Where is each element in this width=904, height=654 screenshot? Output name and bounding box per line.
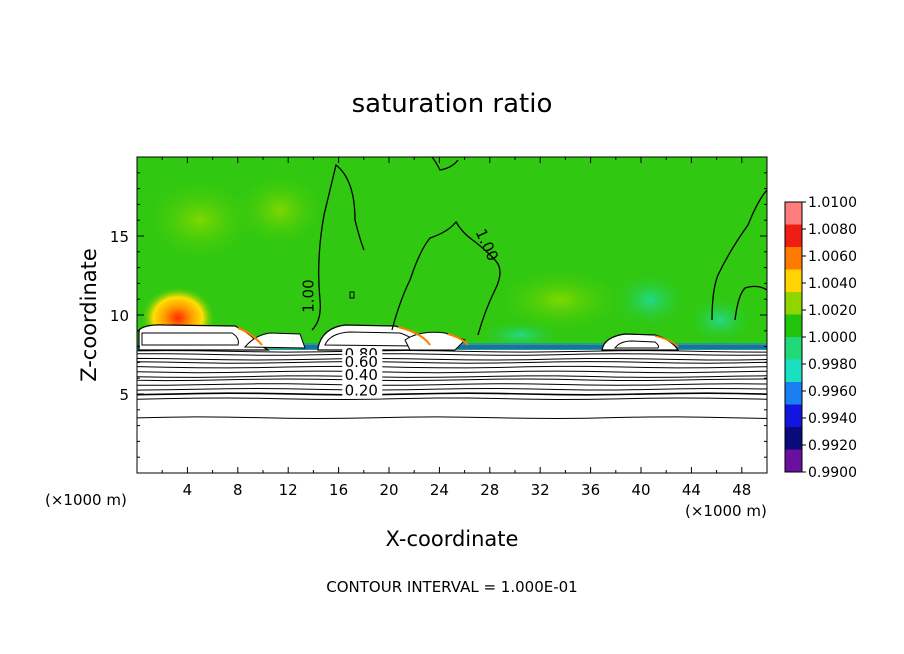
y-tick-label: 10 <box>110 307 129 325</box>
colorbar: 1.0100 1.0080 1.0060 1.0040 1.0020 1.0000 0.99… <box>784 195 857 481</box>
y-axis-title: Z-coordinate <box>77 248 101 382</box>
contour-label-bg <box>342 383 383 399</box>
colorbar-swatch <box>785 269 802 293</box>
x-tick-label: 44 <box>682 481 701 499</box>
colorbar-tick-label: 1.0020 <box>808 303 857 319</box>
colorbar-tick-label: 1.0060 <box>808 249 857 265</box>
cloud-blob <box>141 332 239 346</box>
y-tick-label: 5 <box>119 386 129 404</box>
stratified-contour-line <box>137 375 767 378</box>
colorbar-swatch <box>785 359 802 383</box>
supersaturated-patch <box>490 265 630 335</box>
colorbar-tick-label: 0.9980 <box>808 357 857 373</box>
colorbar-swatch <box>785 314 802 338</box>
colorbar-swatch <box>785 382 802 405</box>
contour-line <box>734 285 767 321</box>
contour-line <box>391 220 501 336</box>
colorbar-swatch <box>785 337 802 360</box>
x-axis: 4 8 12 16 20 24 28 32 36 40 44 48 <box>161 157 751 499</box>
colorbar-swatch <box>785 427 802 450</box>
stratified-contour-line <box>137 357 767 361</box>
stratified-contour-line <box>137 387 767 391</box>
colorbar-swatch <box>785 247 802 270</box>
subsaturated-patch <box>685 295 755 345</box>
x-tick-label: 40 <box>631 481 650 499</box>
supersaturated-patch <box>140 175 260 265</box>
cloud-blob <box>601 333 680 351</box>
x-unit-label: (×1000 m) <box>685 502 767 520</box>
colorbar-tick-label: 1.0000 <box>808 330 857 346</box>
stratified-contour-line <box>137 365 767 369</box>
contour-line <box>349 291 355 299</box>
contour-line <box>431 157 459 171</box>
supersaturated-patch <box>230 170 330 250</box>
x-tick-label: 16 <box>329 481 348 499</box>
subsaturated-patch <box>610 270 690 330</box>
chart-title: saturation ratio <box>352 89 553 119</box>
contour-label-bg <box>342 355 383 371</box>
stratified-contour-line <box>137 353 767 356</box>
colorbar-tick-label: 0.9900 <box>808 465 857 481</box>
colorbar-swatch <box>785 224 802 248</box>
colorbar-tick-label: 1.0100 <box>808 195 857 211</box>
contour-line <box>311 163 365 331</box>
contour-label: 0.20 <box>345 382 378 400</box>
cloud-edge <box>654 335 679 348</box>
cloud-blob <box>243 332 306 349</box>
y-tick-label: 15 <box>110 228 129 246</box>
cloud-edge <box>447 333 469 346</box>
x-tick-label: 48 <box>732 481 751 499</box>
cloud-edge <box>237 327 263 346</box>
contour-label: 0.40 <box>345 366 378 384</box>
subsaturated-patch <box>475 320 565 350</box>
stratified-contour-line <box>137 378 767 382</box>
x-tick-label: 12 <box>279 481 298 499</box>
stratified-contour-line <box>137 397 767 401</box>
contour-interval-note: CONTOUR INTERVAL = 1.000E-01 <box>326 578 577 596</box>
stratified-contours <box>137 349 767 420</box>
cloud-blob <box>614 340 660 349</box>
colorbar-swatch <box>785 292 802 315</box>
contour-label: 1.00 <box>299 279 317 312</box>
contour-label: 0.60 <box>345 353 378 371</box>
x-tick-label: 4 <box>183 481 193 499</box>
stratified-contour-line <box>137 370 767 374</box>
subsaturated-layer <box>137 350 767 473</box>
stratified-contour-line <box>137 349 767 353</box>
z-unit-label: (×1000 m) <box>45 491 127 509</box>
dry-band <box>300 345 767 349</box>
colorbar-tick-label: 1.0040 <box>808 276 857 292</box>
x-tick-label: 36 <box>581 481 600 499</box>
colorbar-swatch <box>785 404 802 428</box>
stratified-contour-line <box>137 361 767 364</box>
colorbar-swatch <box>785 449 802 473</box>
colorbar-tick-label: 0.9960 <box>808 384 857 400</box>
contour-line <box>711 189 767 321</box>
colorbar-tick-label: 0.9940 <box>808 411 857 427</box>
y-axis: 5 10 15 <box>110 172 767 458</box>
colorbar-tick-label: 0.9920 <box>808 438 857 454</box>
plot-area: 1.001.000.800.600.400.20 <box>137 157 767 473</box>
x-tick-label: 28 <box>480 481 499 499</box>
stratified-contour-line <box>137 392 767 396</box>
contour-label-bg <box>342 367 383 383</box>
cloud-edge <box>397 326 431 346</box>
colorbar-tick-label: 1.0080 <box>808 222 857 238</box>
x-tick-label: 24 <box>430 481 449 499</box>
x-tick-label: 8 <box>233 481 243 499</box>
stratified-contour-line <box>137 416 767 420</box>
colorbar-swatch <box>785 202 802 225</box>
x-tick-label: 20 <box>379 481 398 499</box>
stratified-contour-line <box>137 383 767 386</box>
x-tick-label: 32 <box>531 481 550 499</box>
x-axis-title: X-coordinate <box>386 527 519 551</box>
